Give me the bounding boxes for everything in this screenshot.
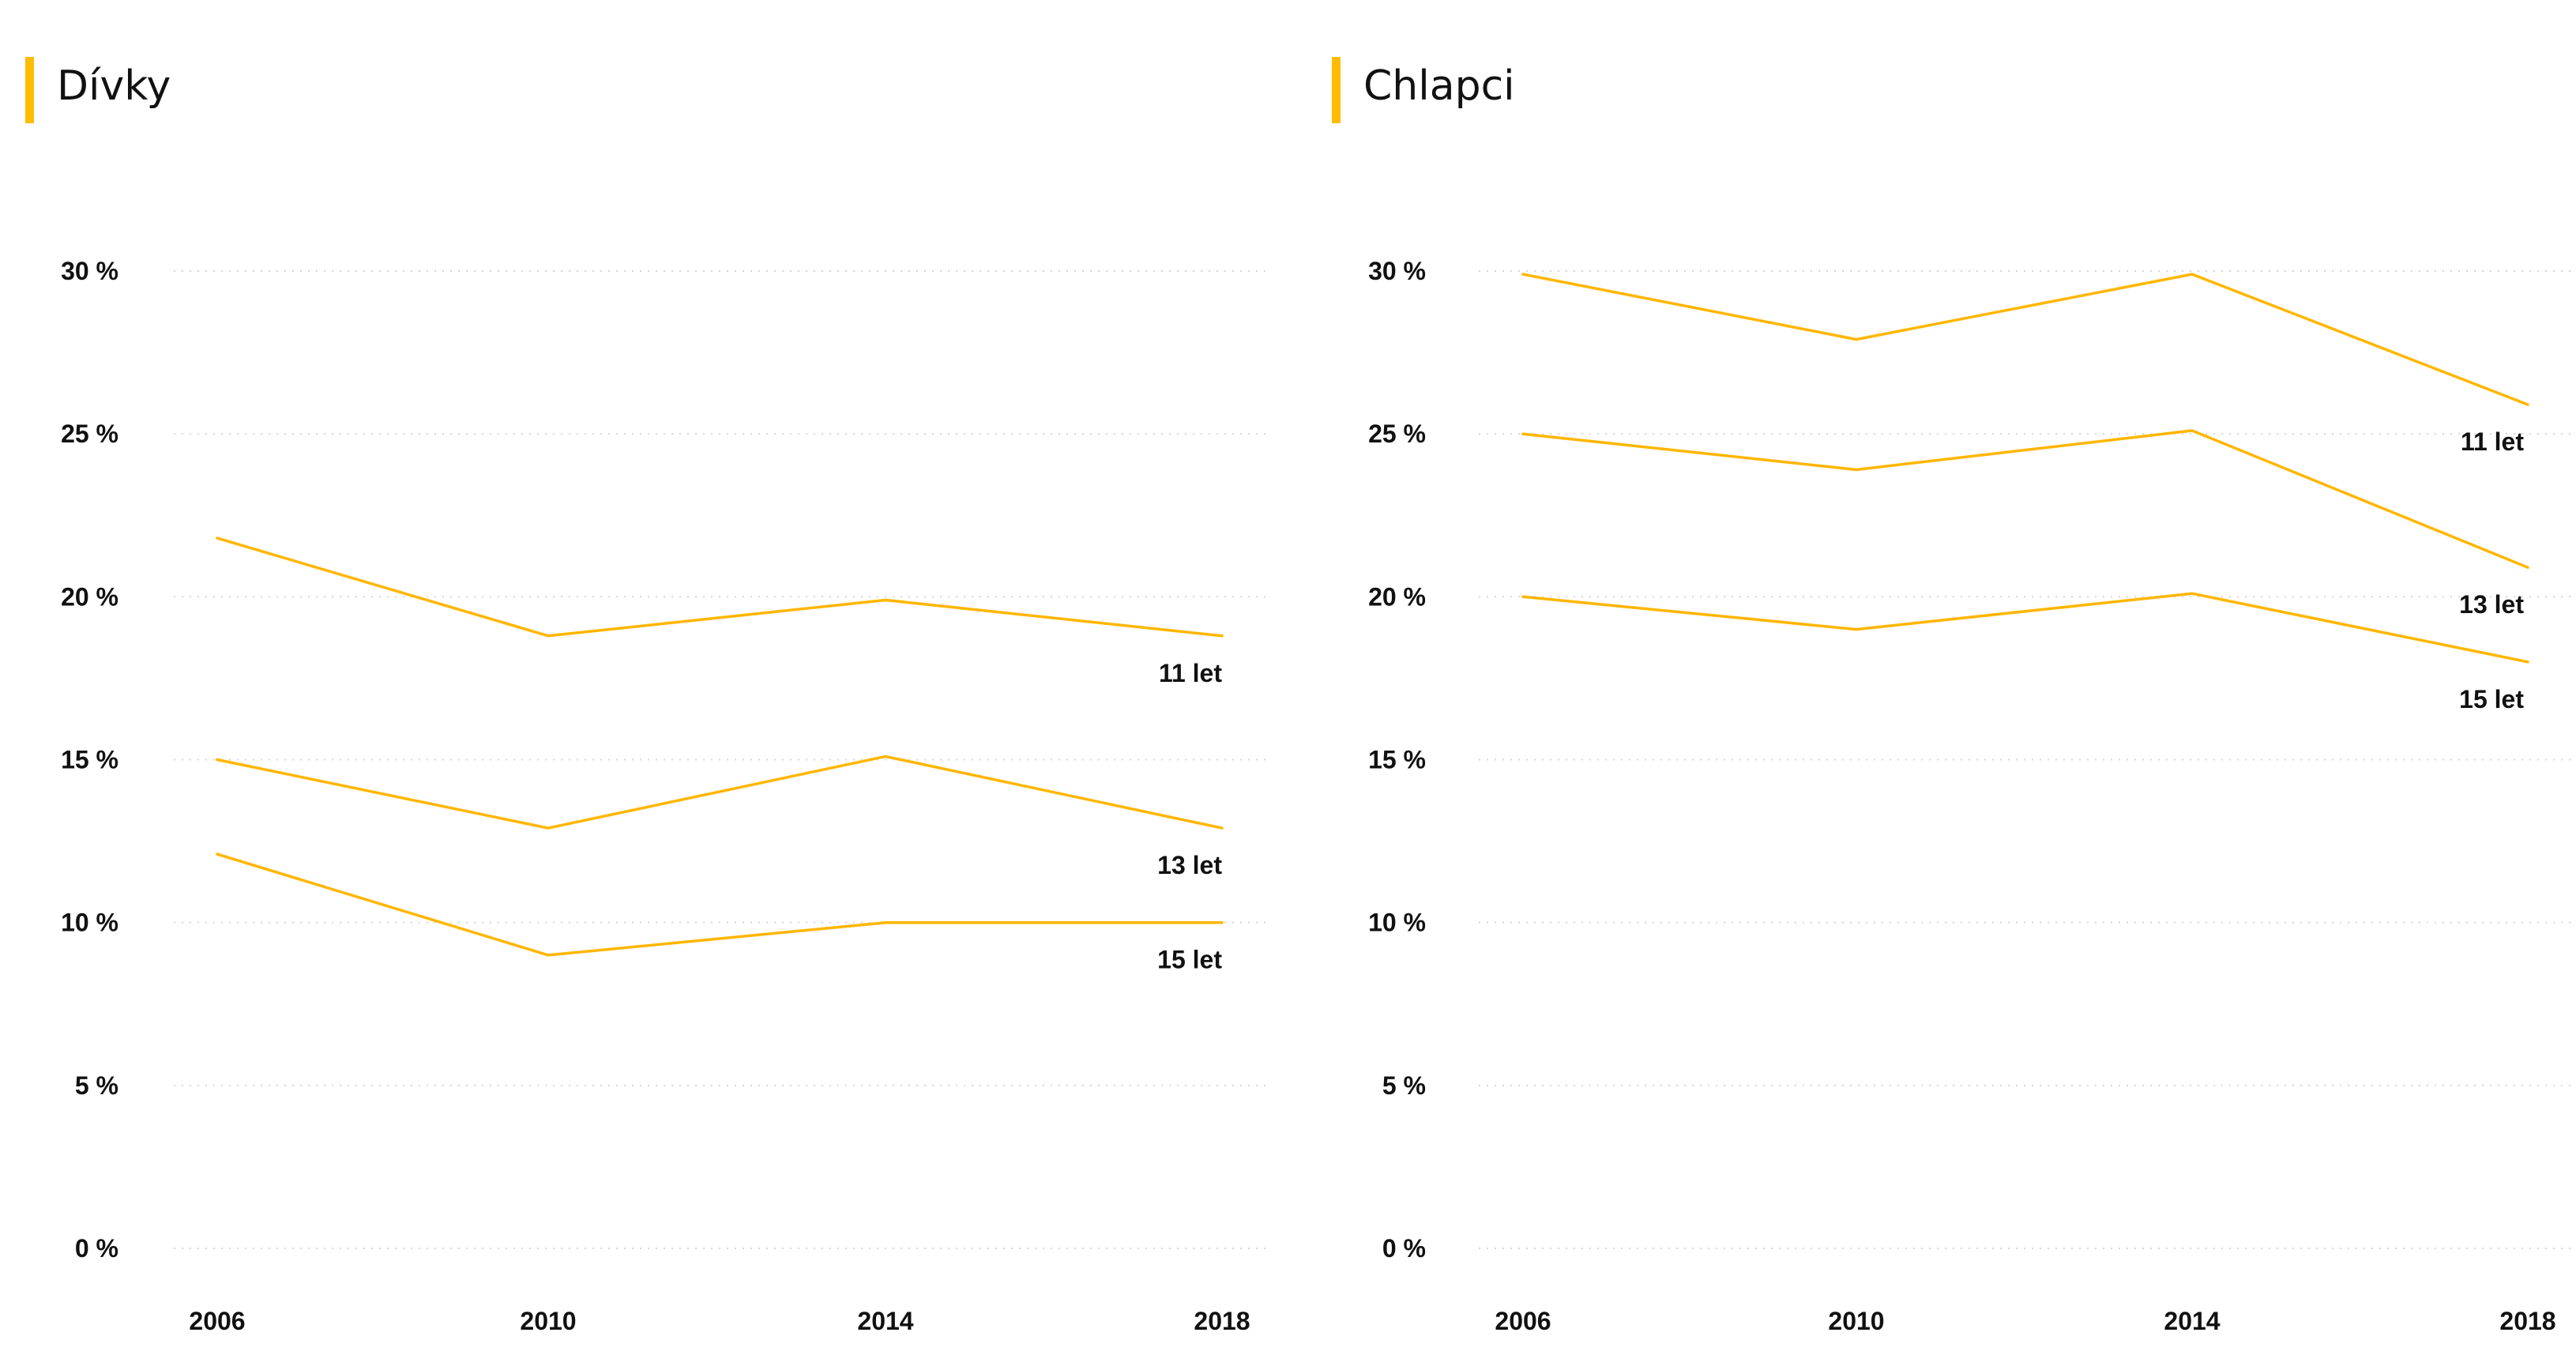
y-tick-label: 0 % xyxy=(75,1234,118,1263)
chart-title: Chlapci xyxy=(1363,62,1515,110)
series-line xyxy=(216,536,1224,638)
x-tick-label: 2006 xyxy=(189,1307,245,1335)
y-tick-label: 20 % xyxy=(1368,582,1426,611)
series-line xyxy=(216,852,1224,957)
y-tick-label: 10 % xyxy=(61,909,118,937)
chart-title: Dívky xyxy=(57,62,171,110)
series-label: 11 let xyxy=(1159,659,1222,687)
series-label: 13 let xyxy=(2459,590,2524,619)
y-tick-label: 5 % xyxy=(75,1071,118,1100)
y-tick-label: 30 % xyxy=(1368,257,1426,285)
y-tick-label: 25 % xyxy=(61,420,118,448)
y-tick-label: 5 % xyxy=(1382,1071,1426,1100)
series-line xyxy=(1521,592,2529,664)
x-tick-label: 2014 xyxy=(857,1307,913,1335)
y-tick-label: 0 % xyxy=(1382,1234,1426,1263)
y-tick-label: 25 % xyxy=(1368,420,1426,448)
series-line xyxy=(216,755,1224,830)
series-label: 15 let xyxy=(1157,946,1222,974)
y-tick-label: 15 % xyxy=(1368,746,1426,774)
series-line xyxy=(1521,273,2529,406)
title-accent-bar xyxy=(1332,57,1341,123)
x-tick-label: 2018 xyxy=(1194,1307,1250,1335)
y-tick-label: 15 % xyxy=(61,746,118,774)
y-tick-label: 30 % xyxy=(61,257,118,285)
x-tick-label: 2006 xyxy=(1495,1307,1551,1335)
series-label: 11 let xyxy=(2461,427,2524,456)
series-label: 13 let xyxy=(1157,851,1222,879)
chart-panel-1: Dívky 0 % 5 % 10 % 15 % 20 % 25 % 30 % 2006 2010 2… xyxy=(25,57,1268,1335)
chart-panel-2: Chlapci 0 % 5 % 10 % 15 % 20 % 25 % 30 % 2006 201… xyxy=(1332,57,2576,1335)
title-accent-bar xyxy=(25,57,34,123)
series-line xyxy=(1521,429,2529,569)
x-tick-label: 2010 xyxy=(1828,1307,1884,1335)
x-tick-label: 2014 xyxy=(2164,1307,2220,1335)
y-tick-label: 20 % xyxy=(61,582,118,611)
x-tick-label: 2018 xyxy=(2499,1307,2555,1335)
x-tick-label: 2010 xyxy=(520,1307,576,1335)
series-label: 15 let xyxy=(2459,685,2524,713)
y-tick-label: 10 % xyxy=(1368,909,1426,937)
